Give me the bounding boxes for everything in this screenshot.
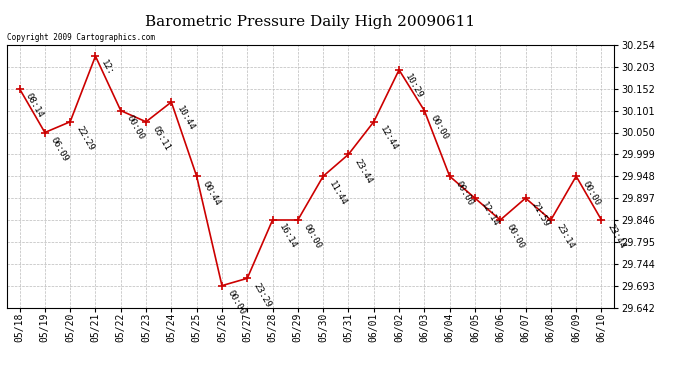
Text: 00:44: 00:44: [201, 179, 222, 207]
Text: 23:44: 23:44: [606, 223, 627, 251]
Text: 00:00: 00:00: [428, 113, 450, 141]
Text: 00:00: 00:00: [580, 179, 602, 207]
Text: 00:00: 00:00: [454, 179, 475, 207]
Text: 00:00: 00:00: [302, 223, 323, 251]
Text: 22:29: 22:29: [75, 124, 95, 152]
Text: 10:44: 10:44: [175, 105, 197, 133]
Text: 12:: 12:: [99, 59, 115, 77]
Text: 10:29: 10:29: [403, 73, 424, 100]
Text: 23:29: 23:29: [251, 281, 273, 309]
Text: Barometric Pressure Daily High 20090611: Barometric Pressure Daily High 20090611: [146, 15, 475, 29]
Text: 16:14: 16:14: [277, 223, 298, 251]
Text: 23:14: 23:14: [555, 223, 576, 251]
Text: 21:59: 21:59: [530, 201, 551, 229]
Text: Copyright 2009 Cartographics.com: Copyright 2009 Cartographics.com: [7, 33, 155, 42]
Text: 00:00: 00:00: [226, 288, 247, 316]
Text: 05:11: 05:11: [150, 124, 171, 152]
Text: 06:09: 06:09: [49, 135, 70, 163]
Text: 11:44: 11:44: [327, 179, 348, 207]
Text: 00:00: 00:00: [504, 223, 526, 251]
Text: 08:14: 08:14: [23, 92, 45, 119]
Text: 12:44: 12:44: [378, 124, 399, 152]
Text: 00:00: 00:00: [125, 113, 146, 141]
Text: 23:44: 23:44: [353, 157, 374, 185]
Text: 12:14: 12:14: [479, 201, 500, 229]
